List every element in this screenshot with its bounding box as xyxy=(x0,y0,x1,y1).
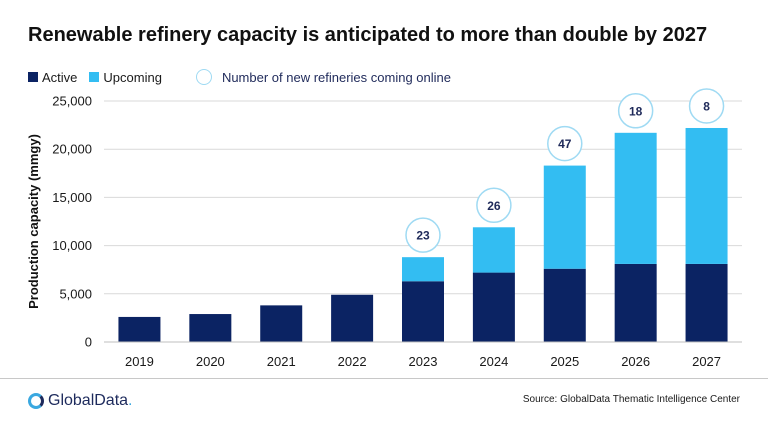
refinery-count-label: 8 xyxy=(703,99,710,113)
y-tick-label: 20,000 xyxy=(52,142,92,157)
legend-label-active: Active xyxy=(42,69,78,85)
legend-item-upcoming: Upcoming xyxy=(89,70,162,85)
globaldata-logo-icon xyxy=(28,393,44,409)
legend: Active Upcoming Number of new refineries… xyxy=(28,68,451,86)
bar-active xyxy=(118,316,161,342)
bar-upcoming xyxy=(685,127,728,264)
bar-upcoming xyxy=(402,257,444,282)
x-tick-label: 2019 xyxy=(125,354,154,369)
bar-active xyxy=(685,263,728,342)
x-tick-label: 2025 xyxy=(550,354,579,369)
x-tick-label: 2027 xyxy=(692,354,721,369)
y-axis-label: Production capacity (mmgy) xyxy=(26,134,41,309)
y-tick-label: 15,000 xyxy=(52,190,92,205)
refinery-count-circle xyxy=(688,88,725,124)
legend-swatch-upcoming xyxy=(89,72,100,82)
chart-title: Renewable refinery capacity is anticipat… xyxy=(28,24,708,46)
y-tick-label: 25,000 xyxy=(52,94,92,109)
legend-swatch-active xyxy=(28,72,38,82)
bar-active xyxy=(260,305,303,342)
refinery-count-circle xyxy=(476,187,512,224)
bar-active xyxy=(472,272,515,342)
x-tick-label: 2023 xyxy=(409,354,438,369)
legend-item-active: Active xyxy=(28,70,77,85)
x-tick-label: 2024 xyxy=(479,354,508,369)
y-tick-label: 5,000 xyxy=(59,286,92,301)
y-tick-label: 10,000 xyxy=(52,238,92,253)
refinery-count-label: 23 xyxy=(416,229,430,243)
bar-active xyxy=(402,281,444,342)
refinery-count-label: 18 xyxy=(629,104,643,118)
refinery-count-circle xyxy=(405,217,441,253)
y-tick-label: 0 xyxy=(85,335,92,350)
circle-icon xyxy=(195,69,212,85)
globaldata-logo: GlobalData. xyxy=(28,390,133,412)
refinery-count-circle xyxy=(547,125,583,162)
logo-dot: . xyxy=(128,392,133,409)
bar-upcoming xyxy=(472,227,515,273)
legend-label-upcoming: Upcoming xyxy=(103,69,162,85)
refinery-count-circle xyxy=(617,93,654,129)
x-tick-label: 2022 xyxy=(338,354,367,369)
x-tick-label: 2020 xyxy=(196,354,225,369)
x-tick-label: 2026 xyxy=(621,354,650,369)
footer-divider xyxy=(0,378,768,379)
bar-chart: 0 5,000 10,000 15,000 20,000 25,000 Production… xyxy=(26,88,742,369)
bar-active xyxy=(543,268,586,342)
refinery-count-label: 47 xyxy=(558,137,572,151)
logo-text: GlobalData xyxy=(48,392,129,409)
bar-active xyxy=(189,314,232,342)
bar-active xyxy=(331,294,374,342)
x-tick-label: 2021 xyxy=(267,354,296,369)
bar-active xyxy=(614,263,657,342)
refinery-count-label: 26 xyxy=(487,199,501,213)
bar-upcoming xyxy=(614,132,657,264)
source-note: Source: GlobalData Thematic Intelligence… xyxy=(522,394,740,405)
bar-upcoming xyxy=(543,165,586,269)
legend-label-refineries: Number of new refineries coming online xyxy=(221,69,451,85)
